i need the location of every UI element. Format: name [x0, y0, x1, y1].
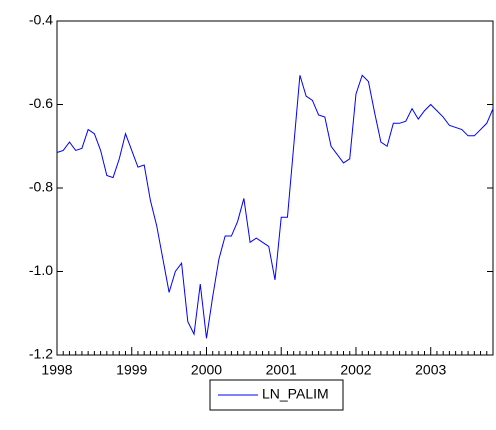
- y-tick-label: -0.6: [29, 95, 53, 111]
- y-tick-label: -1.0: [29, 262, 53, 278]
- plot-frame: [56, 20, 494, 356]
- x-tick-label: 2002: [340, 362, 371, 378]
- x-tick-label: 2001: [266, 362, 297, 378]
- series-line: [56, 74, 494, 339]
- x-tick-label: 2003: [415, 362, 446, 378]
- x-tick-label: 2000: [191, 362, 222, 378]
- legend-box: [209, 379, 344, 411]
- x-tick-label: 1998: [41, 362, 72, 378]
- y-tick-label: -0.4: [29, 12, 53, 28]
- y-tick-label: -1.2: [29, 346, 53, 362]
- legend-label: LN_PALIM: [262, 386, 329, 402]
- x-tick-label: 1999: [116, 362, 147, 378]
- y-tick-label: -0.8: [29, 179, 53, 195]
